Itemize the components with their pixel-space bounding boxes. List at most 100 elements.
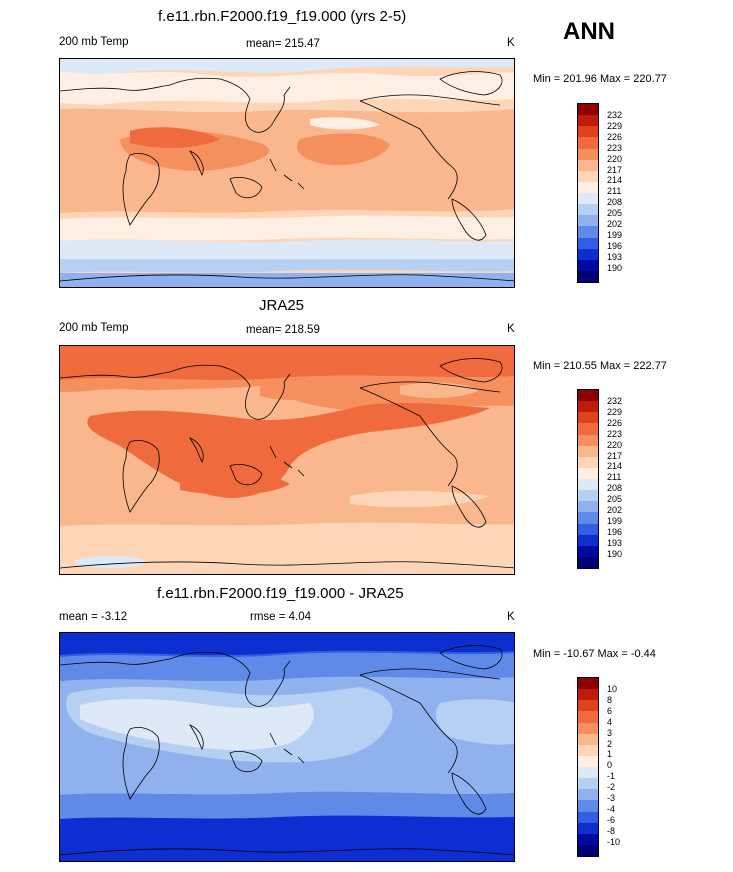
colorbar-swatch	[578, 248, 598, 260]
panel3-colorbar-ticks: 10 8 6 4 3 2 1 0 -1 -2 -3 -4 -6 -8 -10	[607, 684, 620, 848]
panel2-map-plot	[60, 346, 514, 574]
colorbar-swatch	[578, 159, 598, 171]
cbar-tick: 232	[607, 396, 623, 406]
colorbar-swatch	[578, 115, 598, 127]
cbar-tick: 193	[607, 537, 623, 548]
colorbar-swatch	[578, 811, 598, 823]
colorbar-swatch	[578, 744, 598, 756]
panel1-map-plot	[60, 59, 514, 287]
colorbar-swatch	[578, 215, 598, 227]
cbar-tick: 229	[607, 120, 623, 131]
cbar-tick: -6	[607, 814, 616, 825]
colorbar-swatch	[578, 467, 598, 479]
colorbar-swatch	[578, 412, 598, 424]
cbar-tick: 226	[607, 131, 623, 142]
panel2-mean-label: mean= 218.59	[246, 324, 320, 336]
panel2-colorbar-ticks: 232 229 226 223 220 217 214 211 208 205 …	[607, 396, 622, 560]
colorbar-swatch	[578, 800, 598, 812]
cbar-tick: 8	[607, 694, 613, 705]
cbar-tick: 199	[607, 515, 623, 526]
cbar-tick: 196	[607, 240, 623, 251]
panel1-title: f.e11.rbn.F2000.f19_f19.000 (yrs 2-5)	[158, 8, 407, 25]
cbar-tick: 220	[607, 439, 623, 450]
colorbar-swatch	[578, 456, 598, 468]
cbar-tick: 196	[607, 526, 623, 537]
panel2-colorbar	[577, 389, 599, 569]
colorbar-swatch	[578, 700, 598, 712]
colorbar-swatch	[578, 767, 598, 779]
cbar-tick: 211	[607, 186, 622, 197]
colorbar-swatch	[578, 755, 598, 767]
colorbar-swatch	[578, 390, 598, 402]
panel3-map-plot	[60, 633, 514, 861]
cbar-tick: 1	[607, 749, 613, 760]
season-label: ANN	[563, 18, 615, 45]
panel3-units-label: K	[507, 611, 515, 623]
colorbar-swatch	[578, 193, 598, 205]
colorbar-swatch	[578, 181, 598, 193]
cbar-tick: -1	[607, 771, 616, 782]
panel2-variable-label: 200 mb Temp	[59, 322, 129, 334]
panel2-minmax: Min = 210.55 Max = 222.77	[533, 360, 667, 372]
cbar-tick: -2	[607, 782, 616, 793]
cbar-tick: 190	[607, 262, 623, 273]
colorbar-swatch	[578, 501, 598, 513]
colorbar-swatch	[578, 556, 598, 568]
colorbar-swatch	[578, 170, 598, 182]
colorbar-swatch	[578, 479, 598, 491]
colorbar-swatch	[578, 226, 598, 238]
panel1-colorbar	[577, 103, 599, 283]
colorbar-swatch	[578, 722, 598, 734]
panel1-map	[59, 58, 515, 288]
cbar-tick: -10	[607, 836, 621, 847]
cbar-tick: 10	[607, 684, 618, 694]
cbar-tick: -8	[607, 825, 616, 836]
cbar-tick: 217	[607, 450, 623, 461]
panel3-colorbar	[577, 677, 599, 857]
cbar-tick: 211	[607, 472, 622, 483]
panel1-variable-label: 200 mb Temp	[59, 36, 129, 48]
colorbar-swatch	[578, 237, 598, 249]
colorbar-swatch	[578, 534, 598, 546]
cbar-tick: 223	[607, 142, 623, 153]
colorbar-swatch	[578, 204, 598, 216]
panel1-minmax: Min = 201.96 Max = 220.77	[533, 73, 667, 85]
cbar-tick: 220	[607, 153, 623, 164]
panel2-map	[59, 345, 515, 575]
cbar-tick: 214	[607, 461, 623, 472]
panel2-units-label: K	[507, 323, 515, 335]
cbar-tick: 202	[607, 219, 623, 230]
colorbar-swatch	[578, 104, 598, 116]
panel3-map	[59, 632, 515, 862]
colorbar-swatch	[578, 778, 598, 790]
cbar-tick: 202	[607, 505, 623, 516]
cbar-tick: 208	[607, 483, 623, 494]
colorbar-swatch	[578, 833, 598, 845]
cbar-tick: 199	[607, 229, 623, 240]
colorbar-swatch	[578, 401, 598, 413]
cbar-tick: 217	[607, 164, 623, 175]
colorbar-swatch	[578, 148, 598, 160]
colorbar-swatch	[578, 445, 598, 457]
cbar-tick: 205	[607, 208, 623, 219]
colorbar-swatch	[578, 711, 598, 723]
colorbar-swatch	[578, 844, 598, 856]
colorbar-swatch	[578, 789, 598, 801]
cbar-tick: -3	[607, 793, 616, 804]
colorbar-swatch	[578, 512, 598, 524]
cbar-tick: 6	[607, 705, 613, 716]
panel1-units-label: K	[507, 37, 515, 49]
panel3-title: f.e11.rbn.F2000.f19_f19.000 - JRA25	[157, 585, 404, 602]
panel1-colorbar-ticks: 232 229 226 223 220 217 214 211 208 205 …	[607, 110, 622, 274]
cbar-tick: 205	[607, 494, 623, 505]
colorbar-swatch	[578, 733, 598, 745]
cbar-tick: 0	[607, 760, 613, 771]
cbar-tick: 214	[607, 175, 623, 186]
cbar-tick: 229	[607, 406, 623, 417]
cbar-tick: -4	[607, 803, 616, 814]
colorbar-swatch	[578, 259, 598, 271]
cbar-tick: 223	[607, 428, 623, 439]
colorbar-swatch	[578, 137, 598, 149]
cbar-tick: 2	[607, 738, 613, 749]
colorbar-swatch	[578, 523, 598, 535]
